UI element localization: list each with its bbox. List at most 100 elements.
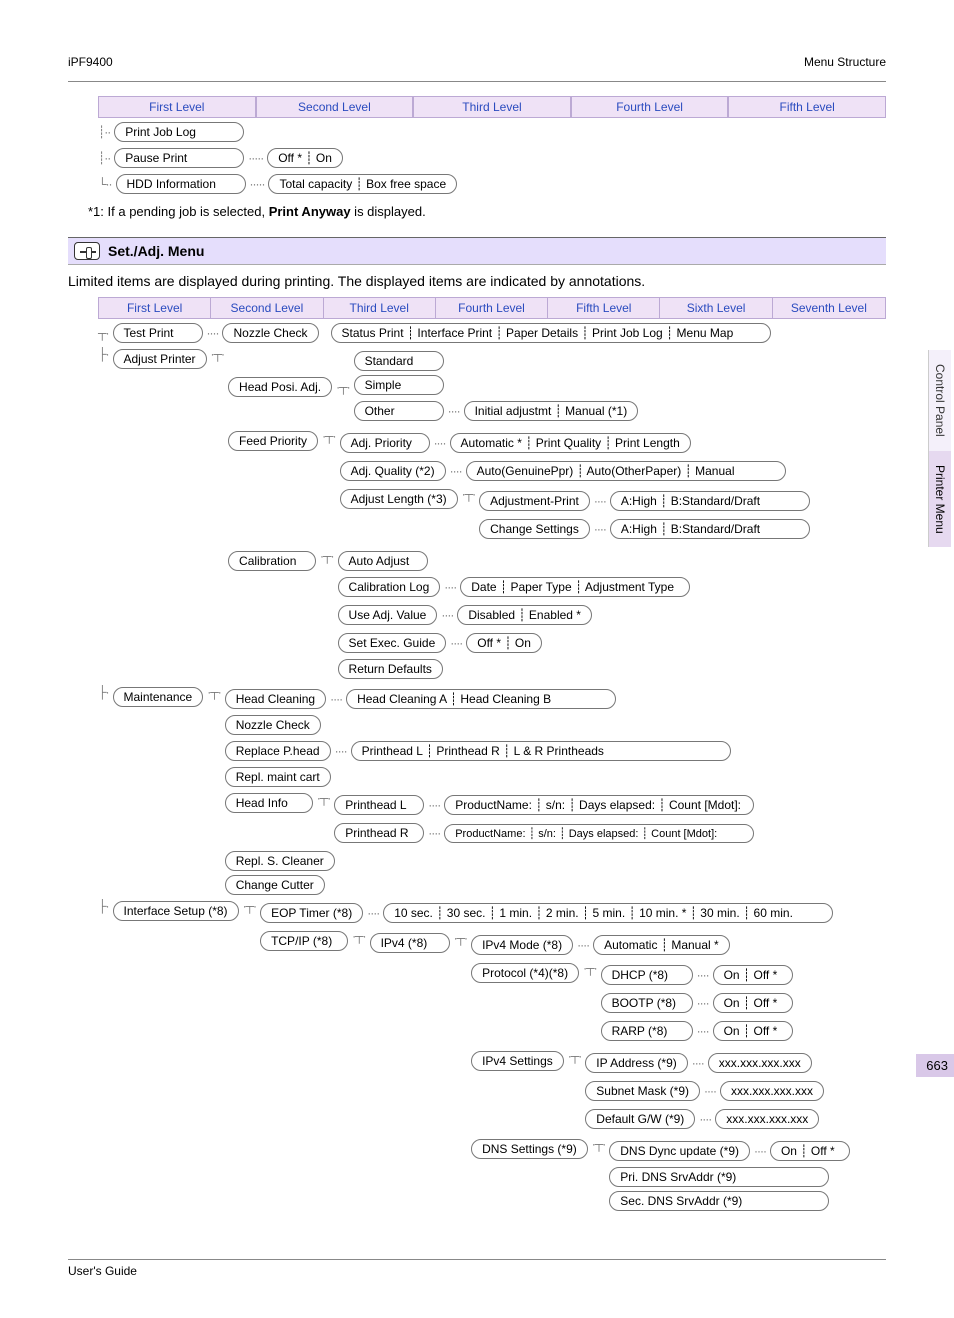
divider [68,81,886,82]
menu-item: Repl. maint cart [225,767,331,787]
menu-options: 10 sec. ┊ 30 sec. ┊ 1 min. ┊ 2 min. ┊ 5 … [383,903,833,923]
col-header: Fourth Level [571,96,729,118]
col-header: Fourth Level [436,298,548,318]
menu-options: On ┊ Off * [770,1141,850,1161]
menu-options: ProductName: ┊ s/n: ┊ Days elapsed: ┊ Co… [444,824,754,843]
menu-options: Printhead L ┊ Printhead R ┊ L & R Printh… [351,741,731,761]
menu-item: BOOTP (*8) [601,993,693,1013]
menu-item: EOP Timer (*8) [260,903,363,923]
menu-item: Default G/W (*9) [585,1109,695,1129]
tree-connector-icon: ·┬· [454,931,468,945]
col-header: Third Level [324,298,436,318]
menu-options: Auto(GenuinePpr) ┊ Auto(OtherPaper) ┊ Ma… [466,461,786,481]
menu-item: DNS Dync update (*9) [609,1141,750,1161]
tree-connector-icon: ···· [594,494,606,508]
tree-connector-icon: ···· [692,1056,704,1070]
menu-item: Maintenance [113,687,204,707]
menu-item: Interface Setup (*8) [113,901,239,921]
tree-connector-icon: ···· [428,826,440,840]
menu-options: On ┊ Off * [713,1021,793,1041]
menu-item: IPv4 (*8) [370,933,450,953]
menu-options: A:High ┊ B:Standard/Draft [610,491,810,511]
page-footer: User's Guide [68,1259,886,1278]
menu-value: xxx.xxx.xxx.xxx [720,1081,824,1101]
menu-item: Adjust Length (*3) [340,489,458,509]
page-number: 663 [916,1054,954,1077]
tree-connector-icon: ···· [754,1144,766,1158]
menu-item: IP Address (*9) [585,1053,687,1073]
menu-options: Off * ┊ On [267,148,343,168]
tree-connector-icon: ···· [704,1084,716,1098]
menu-item: Adjust Printer [113,349,207,369]
tree-connector-icon: ···· [594,522,606,536]
tree-connector-icon: ├· [98,685,109,699]
menu-item: Return Defaults [338,659,443,679]
tree-connector-icon: ···· [697,1024,709,1038]
main-table-header: First Level Second Level Third Level Fou… [98,297,886,319]
menu-item: Repl. S. Cleaner [225,851,335,871]
tab-control-panel: Control Panel [928,350,951,451]
menu-item: Head Info [225,793,313,813]
menu-item: DNS Settings (*9) [471,1139,588,1159]
menu-options: A:High ┊ B:Standard/Draft [610,519,810,539]
menu-item: Protocol (*4)(*8) [471,963,579,983]
menu-item: Use Adj. Value [338,605,438,625]
side-tabs: Control Panel Printer Menu [921,350,954,547]
menu-item: Adj. Priority [340,433,430,453]
menu-options: Date ┊ Paper Type ┊ Adjustment Type [460,577,690,597]
menu-item: Replace P.head [225,741,331,761]
menu-item: Adjustment-Print [479,491,590,511]
top-table-header: First Level Second Level Third Level Fou… [98,96,886,118]
tree-connector-icon: ···· [697,968,709,982]
col-header: First Level [99,298,211,318]
menu-item: Calibration Log [338,577,441,597]
menu-item: Auto Adjust [338,551,428,571]
menu-item: IPv4 Mode (*8) [471,935,573,955]
menu-item: Nozzle Check [225,715,321,735]
tab-printer-menu: Printer Menu [928,451,951,548]
tree-connector-icon: ·┬· [583,961,597,975]
menu-options: Status Print ┊ Interface Print ┊ Paper D… [331,323,771,343]
col-header: Fifth Level [548,298,660,318]
tree-connector-icon: ···· [434,436,446,450]
tree-connector-icon: ···· [335,744,347,758]
menu-item: Pri. DNS SrvAddr (*9) [609,1167,829,1187]
col-header: First Level [98,96,256,118]
menu-item: Pause Print [114,148,244,168]
menu-item: Change Cutter [225,875,325,895]
tree-connector-icon: ├· [98,899,109,913]
menu-item: Printhead R [334,823,424,843]
menu-item: Printhead L [334,795,424,815]
tree-connector-icon: └·· [98,177,112,191]
product-name: iPF9400 [68,55,113,69]
section-name: Menu Structure [804,55,886,69]
menu-item: Other [354,401,444,421]
tree-connector-icon: ·┬· [352,929,366,943]
menu-value: xxx.xxx.xxx.xxx [708,1053,812,1073]
tree-connector-icon: ·┬· [211,347,225,361]
tree-connector-icon: ·┬· [322,429,336,443]
menu-options: Initial adjustmt ┊ Manual (*1) [464,401,639,421]
tree-connector-icon: ├· [98,347,109,361]
tree-connector-icon: ·┬· [320,549,334,563]
tree-connector-icon: ·┬· [462,487,476,501]
col-header: Second Level [211,298,323,318]
menu-options: Off * ┊ On [466,633,542,653]
col-header: Second Level [256,96,414,118]
tree-connector-icon: ···· [441,608,453,622]
section-intro: Limited items are displayed during print… [68,273,886,289]
tree-connector-icon: ···· [330,692,342,706]
tree-connector-icon: ···· [448,404,460,418]
menu-item: Print Job Log [114,122,244,142]
tree-connector-icon: ···· [367,906,379,920]
menu-item: Sec. DNS SrvAddr (*9) [609,1191,829,1211]
menu-item: Subnet Mask (*9) [585,1081,700,1101]
menu-options: Automatic ┊ Manual * [593,935,730,955]
menu-options: Head Cleaning A ┊ Head Cleaning B [346,689,616,709]
tree-connector-icon: ·┬· [243,899,257,913]
menu-options: Automatic * ┊ Print Quality ┊ Print Leng… [450,433,691,453]
menu-item: RARP (*8) [601,1021,693,1041]
section-header: Set./Adj. Menu [68,237,886,265]
tree-connector-icon: ···· [450,636,462,650]
tree-connector-icon: ···· [697,996,709,1010]
